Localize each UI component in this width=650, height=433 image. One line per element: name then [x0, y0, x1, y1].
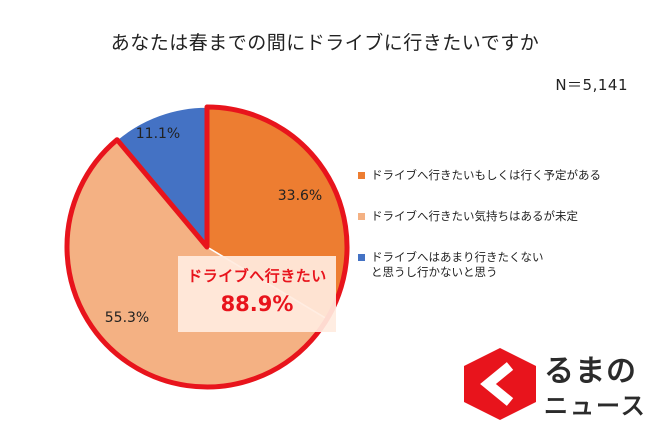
slice-value-label: 33.6%	[278, 188, 322, 204]
legend-label: ドライブへ行きたい気持ちはあるが未定	[371, 209, 578, 223]
legend-swatch	[358, 213, 365, 220]
highlight-label: ドライブへ行きたい	[187, 267, 327, 285]
pie-slice	[116, 106, 208, 250]
legend-item: ドライブへはあまり行きたくないと思うし行かないと思う	[358, 250, 548, 280]
legend-label: ドライブへはあまり行きたくないと思うし行かないと思う	[371, 250, 544, 279]
legend-swatch	[358, 254, 365, 261]
highlight-value: 88.9%	[220, 292, 294, 316]
legend-item: ドライブへ行きたい気持ちはあるが未定	[358, 209, 638, 224]
logo-text-bottom: ニュース	[544, 392, 647, 420]
logo-mark-icon	[464, 348, 536, 420]
logo-text-top: るまの	[544, 354, 637, 389]
kuruma-news-logo: るまの ニュース	[458, 344, 648, 424]
slice-value-label: 55.3%	[105, 310, 149, 326]
legend: ドライブへ行きたいもしくは行く予定がある ドライブへ行きたい気持ちはあるが未定 …	[358, 168, 638, 306]
chart-title: あなたは春までの間にドライブに行きたいですか	[110, 32, 540, 54]
legend-label: ドライブへ行きたいもしくは行く予定がある	[371, 168, 601, 182]
highlight-outline	[64, 104, 350, 390]
legend-item: ドライブへ行きたいもしくは行く予定がある	[358, 168, 638, 183]
highlight-callout: ドライブへ行きたい 88.9%	[178, 256, 336, 332]
slice-value-label: 11.1%	[136, 126, 180, 142]
legend-swatch	[358, 172, 365, 179]
sample-size: N＝5,141	[555, 76, 628, 94]
